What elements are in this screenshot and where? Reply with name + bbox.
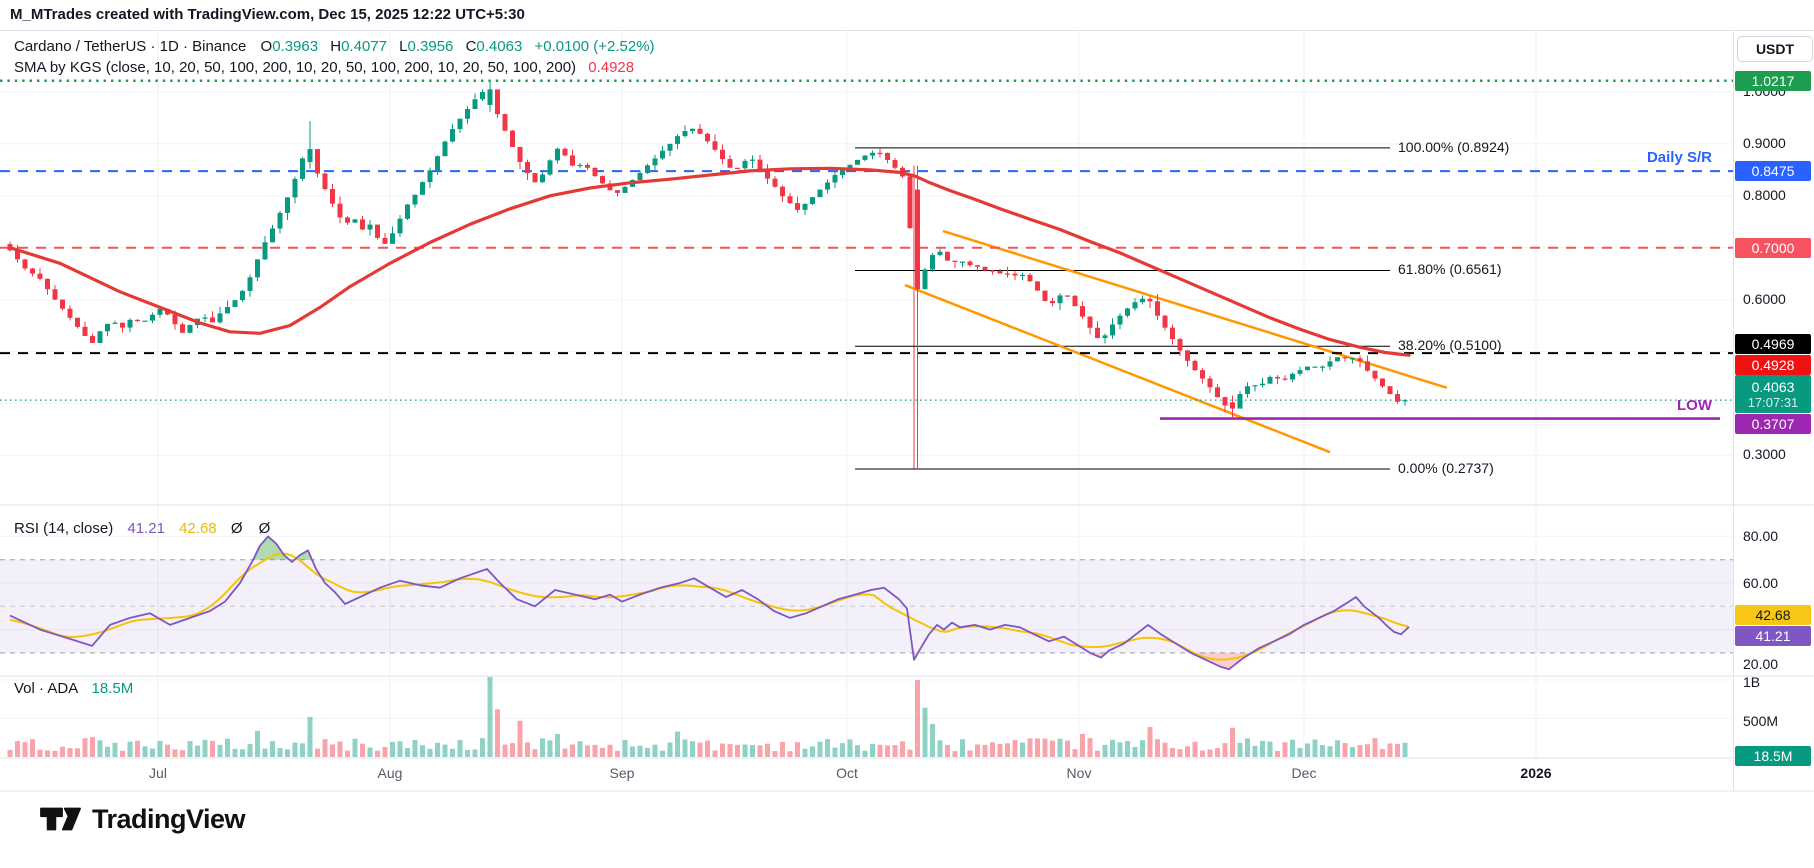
rsi-ma-value: 42.68: [179, 520, 217, 537]
volume-label: Vol · ADA: [14, 680, 78, 697]
channel-upper: [942, 229, 1448, 390]
candlestick-series: [7, 80, 1408, 469]
indicator-legend-row: SMA by KGS (close, 10, 20, 50, 100, 200,…: [14, 59, 634, 76]
time-axis-label-sep: Sep: [609, 765, 635, 781]
countdown-timer: 17:07:31: [1747, 394, 1799, 410]
volume-value-badge[interactable]: 18.5M: [1735, 745, 1811, 766]
symbol-title: Cardano / TetherUS · 1D · Binance: [14, 38, 247, 55]
rsi-legend-row: RSI (14, close) 41.21 42.68 Ø Ø: [14, 520, 276, 537]
sma-indicator-value: 0.4928: [588, 59, 635, 76]
open-value: 0.3963: [272, 38, 319, 55]
price-axis-label: 0.9000: [1743, 134, 1786, 151]
support-line-badge[interactable]: 0.4969: [1735, 333, 1811, 354]
rsi-value: 41.21: [127, 520, 165, 537]
volume-legend-row: Vol · ADA 18.5M: [14, 680, 133, 697]
daily-sr-line-label: Daily S/R: [1646, 149, 1712, 167]
fib-level-label: 0.00% (0.2737): [1398, 459, 1494, 476]
sma-indicator-label: SMA by KGS (close, 10, 20, 50, 100, 200,…: [14, 59, 577, 76]
rsi-axis-label: 60.00: [1743, 575, 1779, 591]
rsi-overbought-fill: [254, 536, 312, 561]
time-axis-label-nov: Nov: [1066, 765, 1092, 781]
time-axis-strip[interactable]: [0, 758, 1733, 791]
price-axis-label: 0.3000: [1743, 446, 1786, 463]
daily-sr-line-badge[interactable]: 0.8475: [1735, 161, 1811, 182]
last-price-line-badge[interactable]: 0.4063 17:07:31: [1735, 375, 1811, 414]
high-value: 0.4077: [341, 38, 387, 55]
attribution-text: M_MTrades created with TradingView.com, …: [10, 6, 525, 23]
change-value: +0.0100 (+2.52%): [534, 38, 655, 55]
sma-line: [8, 166, 1411, 357]
rsi-hidden-plots: Ø Ø: [230, 520, 277, 537]
low-label: L: [399, 38, 408, 55]
resistance-line-badge[interactable]: 0.7000: [1735, 237, 1811, 258]
rsi-value-badge[interactable]: 41.21: [1735, 625, 1811, 646]
rsi-oversold-fill: [914, 651, 1252, 669]
volume-axis-label: 500M: [1743, 712, 1779, 729]
volume-axis-label: 1B: [1743, 674, 1761, 690]
symbol-legend-row: Cardano / TetherUS · 1D · Binance O0.396…: [14, 38, 655, 55]
time-axis-label-oct: Oct: [836, 765, 858, 781]
volume-series: [7, 677, 1408, 757]
rsi-line: [9, 535, 1410, 671]
rsi-ma-badge[interactable]: 42.68: [1735, 604, 1811, 625]
tradingview-logo-text: TradingView: [92, 803, 246, 834]
tradingview-logo[interactable]: TradingView: [40, 800, 246, 838]
rsi-axis-label: 20.00: [1743, 656, 1779, 672]
close-label: C: [465, 38, 477, 55]
prior-high-line-badge[interactable]: 1.0217: [1735, 70, 1811, 91]
currency-button[interactable]: USDT: [1737, 36, 1813, 62]
volume-value: 18.5M: [91, 680, 134, 697]
fib-level-label: 100.00% (0.8924): [1398, 138, 1510, 155]
fib-level-label: 38.20% (0.5100): [1398, 337, 1502, 354]
price-axis-label: 0.8000: [1743, 186, 1786, 203]
tradingview-logo-icon: [40, 807, 81, 831]
rsi-axis-label: 80.00: [1743, 528, 1779, 545]
fib-level-label: 61.80% (0.6561): [1398, 261, 1502, 278]
price-axis-label: 0.6000: [1743, 290, 1786, 307]
rsi-label: RSI (14, close): [14, 520, 114, 537]
close-value: 0.4063: [476, 38, 523, 55]
time-axis-label-2026: 2026: [1520, 765, 1552, 781]
low-line-badge[interactable]: 0.3707: [1735, 414, 1811, 435]
channel-lower: [904, 283, 1331, 454]
sma-value-badge-badge[interactable]: 0.4928: [1735, 354, 1811, 375]
time-axis-label-jul: Jul: [149, 765, 167, 781]
time-axis-label-dec: Dec: [1291, 765, 1317, 781]
high-label: H: [330, 38, 342, 55]
low-line-label: LOW: [1677, 396, 1712, 414]
low-value: 0.3956: [407, 38, 454, 55]
attribution-bar: M_MTrades created with TradingView.com, …: [0, 0, 1814, 30]
open-label: O: [260, 38, 273, 55]
time-axis-label-aug: Aug: [377, 765, 403, 781]
